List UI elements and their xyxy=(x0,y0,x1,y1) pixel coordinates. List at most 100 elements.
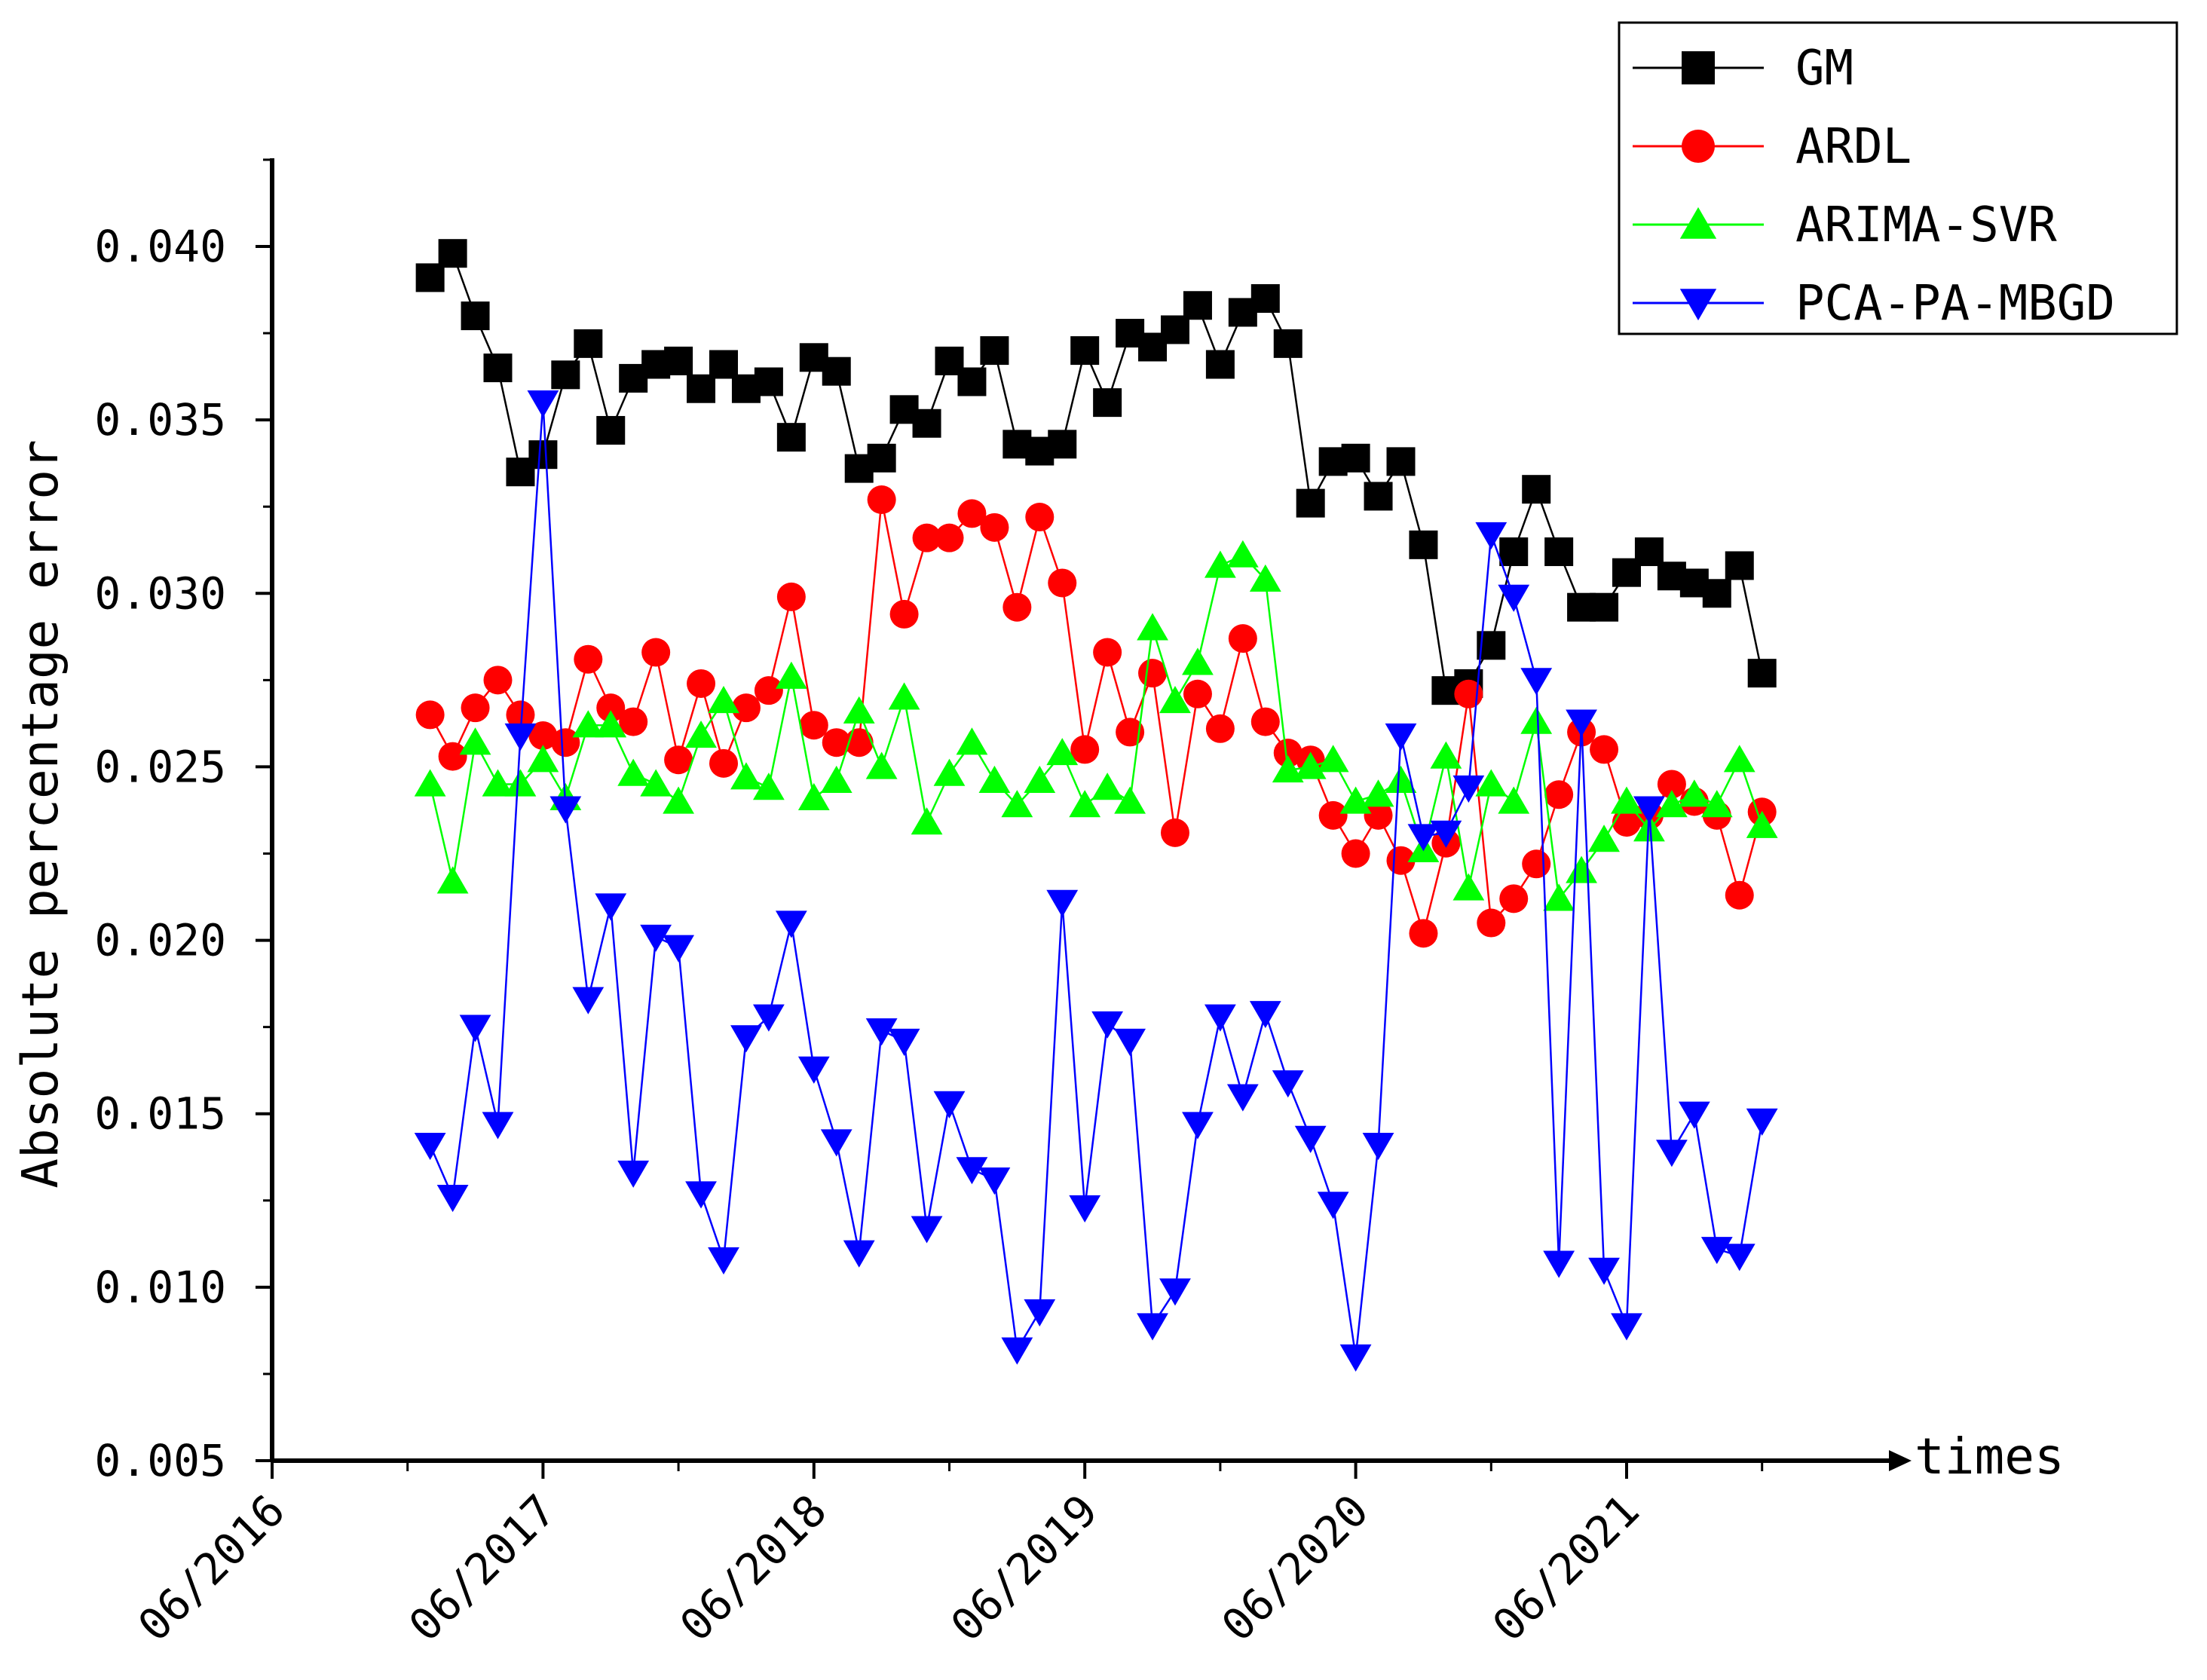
data-point xyxy=(911,1216,943,1244)
data-point xyxy=(865,751,898,779)
legend-marker xyxy=(1682,51,1715,84)
data-point xyxy=(1590,735,1619,764)
x-tick-label: 06/2016 xyxy=(128,1485,295,1651)
data-point xyxy=(1091,1011,1124,1039)
data-point xyxy=(1723,745,1755,773)
data-point xyxy=(911,807,943,835)
data-point xyxy=(708,1247,739,1275)
data-point xyxy=(415,263,445,292)
data-point xyxy=(933,758,966,786)
data-point xyxy=(527,390,559,418)
series-pca-pa-mbgd xyxy=(414,390,1778,1372)
data-point xyxy=(754,676,783,705)
data-point xyxy=(1634,537,1664,567)
data-point xyxy=(1317,1192,1349,1219)
data-point xyxy=(415,700,445,730)
data-point xyxy=(1317,745,1349,773)
data-point xyxy=(1024,765,1056,793)
data-point xyxy=(1498,584,1530,612)
legend-label: GM xyxy=(1795,41,1853,96)
legend-marker xyxy=(1679,207,1717,239)
data-point xyxy=(1520,668,1553,696)
data-point xyxy=(461,693,490,723)
y-tick-label: 0.010 xyxy=(94,1262,226,1313)
data-point xyxy=(1205,550,1236,578)
data-point xyxy=(1498,786,1530,814)
data-point xyxy=(1566,709,1597,737)
data-point xyxy=(775,661,807,689)
data-point xyxy=(1544,537,1574,567)
data-point xyxy=(935,523,964,552)
data-point xyxy=(641,638,671,667)
data-point xyxy=(1611,786,1642,814)
data-point xyxy=(596,693,626,723)
data-point xyxy=(957,367,987,396)
data-point xyxy=(528,721,558,751)
data-point xyxy=(504,723,537,751)
data-point xyxy=(1226,540,1259,568)
data-point xyxy=(1409,530,1438,559)
y-axis-title: Absolute percentage error xyxy=(11,439,69,1188)
data-point xyxy=(1069,790,1101,818)
data-point xyxy=(1746,810,1778,838)
data-point xyxy=(1091,773,1124,800)
data-point xyxy=(708,686,739,714)
data-point xyxy=(822,357,851,386)
data-point xyxy=(865,1018,898,1046)
data-point xyxy=(1452,873,1485,901)
data-point xyxy=(1588,825,1620,852)
data-point xyxy=(640,924,672,952)
data-point xyxy=(483,666,513,695)
data-point xyxy=(797,1056,830,1084)
data-point xyxy=(596,415,626,445)
data-point xyxy=(709,748,739,778)
data-point xyxy=(1364,800,1393,830)
y-tick-label: 0.040 xyxy=(94,221,226,272)
legend-label: ARIMA-SVR xyxy=(1795,197,2057,253)
data-point xyxy=(436,866,469,894)
data-point xyxy=(574,329,603,358)
data-point xyxy=(1048,430,1077,459)
x-axis-arrow xyxy=(1889,1450,1912,1471)
data-point xyxy=(1364,482,1393,511)
data-point xyxy=(1678,779,1710,807)
y-tick-label: 0.005 xyxy=(94,1435,226,1486)
data-point xyxy=(820,765,852,793)
data-point xyxy=(1339,786,1372,814)
data-point xyxy=(663,786,694,814)
data-point xyxy=(640,769,672,797)
data-point xyxy=(1273,739,1302,768)
y-tick-label: 0.015 xyxy=(94,1088,226,1140)
data-point xyxy=(1341,839,1370,868)
data-point xyxy=(775,910,807,938)
data-point xyxy=(482,769,514,797)
data-point xyxy=(1566,855,1597,883)
data-point xyxy=(1046,738,1079,766)
data-point xyxy=(1114,1028,1146,1057)
data-point xyxy=(1069,1195,1101,1223)
y-tick-label: 0.025 xyxy=(94,741,226,792)
data-point xyxy=(1386,447,1416,476)
data-point xyxy=(1070,735,1100,764)
data-point xyxy=(1070,336,1100,366)
data-point xyxy=(1409,919,1438,948)
data-point xyxy=(1430,741,1462,769)
data-point xyxy=(776,423,806,452)
data-point xyxy=(843,696,875,724)
data-point xyxy=(1205,1004,1236,1032)
data-point xyxy=(1522,475,1551,504)
data-point xyxy=(619,707,648,736)
data-point xyxy=(414,1132,446,1161)
data-point xyxy=(933,1091,966,1118)
data-point xyxy=(1046,889,1079,917)
data-point xyxy=(414,769,446,797)
data-point xyxy=(1499,884,1529,913)
data-point xyxy=(1725,551,1754,580)
data-point xyxy=(1633,796,1665,824)
data-point xyxy=(1182,1112,1214,1140)
data-point xyxy=(754,367,783,396)
data-point xyxy=(1002,592,1032,622)
data-point xyxy=(1656,790,1688,818)
data-point xyxy=(438,239,467,268)
